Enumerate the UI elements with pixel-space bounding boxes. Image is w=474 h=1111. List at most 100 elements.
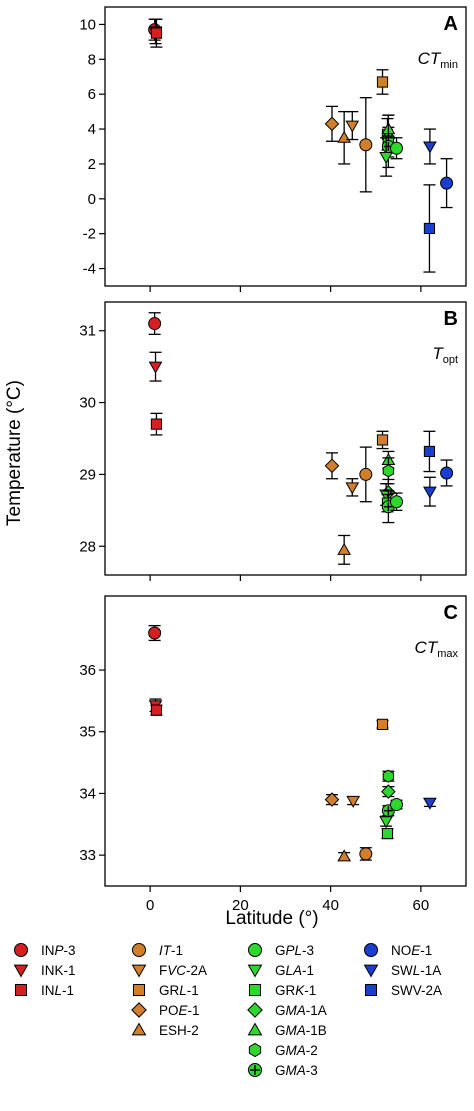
marker xyxy=(381,784,396,799)
legend-item: SWV-2A xyxy=(360,980,442,1000)
legend-marker xyxy=(248,983,262,997)
panel-frame xyxy=(104,301,467,576)
data-point-swl-1a xyxy=(423,128,437,165)
marker xyxy=(381,827,394,840)
panel-variable-label: CTmin xyxy=(418,49,458,71)
x-tick-label: 40 xyxy=(322,897,339,914)
legend-item: POE-1 xyxy=(128,1000,207,1020)
legend-label-part: K xyxy=(295,982,305,998)
marker xyxy=(376,434,389,446)
legend-item: GMA-3 xyxy=(244,1060,327,1080)
data-point-inp-3 xyxy=(148,624,162,642)
data-point-ink-1 xyxy=(148,351,163,382)
panel-variable-subscript: opt xyxy=(443,354,458,366)
panel-variable-main: CT xyxy=(418,49,442,68)
data-point-fvc-2a xyxy=(345,478,360,497)
legend-marker-shape xyxy=(131,1022,147,1036)
panel-letter: B xyxy=(444,308,458,330)
y-tick-label: 0 xyxy=(88,191,96,208)
marker xyxy=(379,489,393,502)
legend-item: IT-1 xyxy=(128,940,207,960)
legend-label-part: -1 xyxy=(62,982,75,998)
data-point-swl-1a xyxy=(423,797,437,810)
legend-label-part: PO xyxy=(159,1002,179,1018)
legend-marker-shape xyxy=(247,964,263,978)
marker xyxy=(150,704,163,716)
marker xyxy=(148,317,162,331)
legend-label-part: LA xyxy=(285,962,303,978)
marker xyxy=(423,486,437,499)
legend-label-part: -1 xyxy=(187,1002,200,1018)
y-axis-title: Temperature (°C) xyxy=(4,380,25,526)
legend-marker xyxy=(363,964,379,978)
legend-label-part: -1 xyxy=(171,942,184,958)
legend-item: INL-1 xyxy=(10,980,76,1000)
data-point-esh-2 xyxy=(337,110,352,165)
marker xyxy=(148,626,162,640)
data-point-inl-1 xyxy=(150,18,163,48)
y-tick-label: 10 xyxy=(79,16,96,33)
legend-column: NOE-1 SWL-1A SWV-2A xyxy=(360,940,442,1000)
panel-variable-subscript: max xyxy=(437,648,458,660)
figure-svg: Temperature (°C) Latitude (°) -4 -2 0 2 4 6 8 1… xyxy=(4,6,467,929)
marker xyxy=(359,138,373,152)
marker xyxy=(440,176,454,190)
legend-label-part: -1 xyxy=(63,962,76,978)
data-point-gpl-3 xyxy=(390,798,404,812)
y-tick-label: 28 xyxy=(79,538,96,555)
marker xyxy=(337,849,352,862)
legend-item: GRK-1 xyxy=(244,980,327,1000)
panel-variable-label: Topt xyxy=(432,344,458,366)
legend-marker xyxy=(14,983,28,997)
legend-label: FVC-2A xyxy=(159,963,207,978)
data-point-gla-1 xyxy=(379,137,393,177)
y-tick-label: 2 xyxy=(88,156,96,173)
legend-label: NOE-1 xyxy=(391,943,432,958)
legend-marker xyxy=(132,983,146,997)
legend-label-part: E xyxy=(178,1002,188,1018)
legend-label: GRL-1 xyxy=(159,983,199,998)
legend-label-part: -1 xyxy=(186,982,199,998)
y-tick-label: 6 xyxy=(88,86,96,103)
legend-label-part: G xyxy=(275,942,286,958)
legend-label-part: L xyxy=(54,982,63,998)
legend-marker xyxy=(132,943,146,957)
marker xyxy=(379,151,393,164)
legend-label: INL-1 xyxy=(41,983,74,998)
marker xyxy=(376,718,389,730)
legend-label-part: -3 xyxy=(305,1062,318,1078)
marker xyxy=(390,141,404,155)
legend-marker-shape xyxy=(14,943,28,957)
data-point-it-1 xyxy=(359,446,373,503)
panel-variable-main: CT xyxy=(415,638,439,657)
legend-marker xyxy=(248,1063,262,1077)
data-point-gpl-3 xyxy=(390,492,404,511)
marker-cross xyxy=(383,502,393,512)
data-point-esh-2 xyxy=(337,534,352,565)
legend-marker xyxy=(14,943,28,957)
data-point-swv-2a xyxy=(423,430,436,473)
legend-marker-shape xyxy=(248,1042,262,1058)
legend-marker-shape xyxy=(248,983,262,997)
data-point-gma-1a xyxy=(381,784,396,799)
legend-marker xyxy=(247,1002,263,1018)
panel-variable-subscript: min xyxy=(440,59,458,71)
legend-label-part: MA xyxy=(285,1062,306,1078)
data-point-noe-1 xyxy=(440,158,454,209)
legend-marker-shape xyxy=(248,943,262,957)
legend-marker-shape xyxy=(132,983,146,997)
legend-item: GMA-1A xyxy=(244,1000,327,1020)
panel-frame xyxy=(104,595,467,887)
y-tick-label: 34 xyxy=(79,785,96,802)
legend-label-part: NO xyxy=(391,942,412,958)
marker xyxy=(379,816,393,829)
marker xyxy=(382,464,395,478)
legend-marker xyxy=(248,1042,262,1058)
legend-label-part: G xyxy=(275,1062,286,1078)
legend-marker-shape xyxy=(363,964,379,978)
legend-marker xyxy=(364,983,378,997)
y-tick-label: 29 xyxy=(79,466,96,483)
legend-label-part: -1 xyxy=(302,962,315,978)
